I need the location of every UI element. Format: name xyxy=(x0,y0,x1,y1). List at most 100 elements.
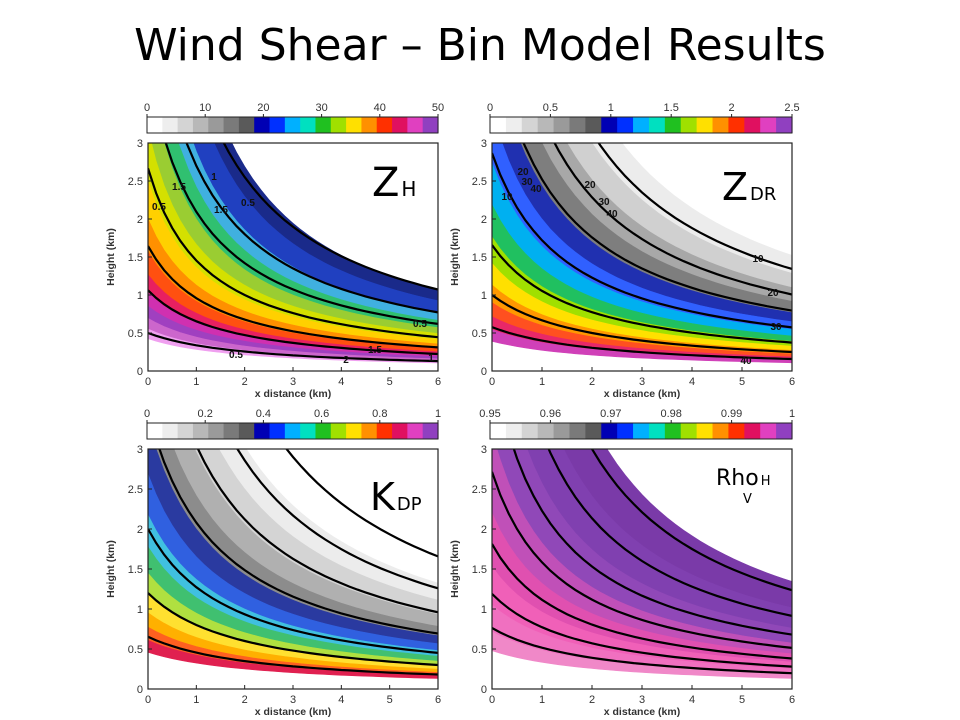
colorbar-swatch xyxy=(223,117,240,133)
colorbar-tick-label: 0 xyxy=(487,102,493,114)
colorbar-swatch xyxy=(490,423,507,439)
contour-label: 0.5 xyxy=(229,350,243,361)
x-tick-label: 5 xyxy=(387,694,393,706)
contour-line xyxy=(148,592,438,667)
field-1 xyxy=(148,143,438,371)
colorbar-swatch xyxy=(223,423,240,439)
contour-line xyxy=(164,143,438,325)
contour-label: 40 xyxy=(740,356,752,367)
colorbar-swatch xyxy=(361,423,378,439)
colorbar-swatch xyxy=(330,117,347,133)
colorbar-swatch xyxy=(617,423,634,439)
colorbar-swatch xyxy=(490,117,507,133)
y-tick-label: 3 xyxy=(137,138,143,150)
y-tick-label: 0 xyxy=(137,366,143,378)
contour-label: 40 xyxy=(606,209,618,220)
contour-line xyxy=(492,471,792,649)
colorbar-swatch xyxy=(505,117,523,133)
contour-label: 10 xyxy=(501,192,513,203)
colorbar-tick-label: 0.96 xyxy=(540,408,561,420)
contour-label: 30 xyxy=(598,197,610,208)
axes-1: 0 1 2 3 4 5 600.511.522.53x distance (km)Heigh… xyxy=(105,138,441,400)
colorbar-swatch xyxy=(776,423,793,439)
x-tick-label: 4 xyxy=(338,694,344,706)
x-tick-label: 0 xyxy=(145,694,151,706)
colorbar-swatch xyxy=(147,423,163,439)
y-tick-label: 1.5 xyxy=(128,252,143,264)
y-tick-label: 2.5 xyxy=(128,176,143,188)
panel-label-main: K xyxy=(370,475,396,519)
y-tick-label: 0.5 xyxy=(128,644,143,656)
colorbar-swatch xyxy=(208,423,225,439)
x-tick-label: 6 xyxy=(435,376,441,388)
contour-label: 0.5 xyxy=(413,319,427,330)
y-axis-label: Height (km) xyxy=(449,540,461,598)
contour-line xyxy=(148,635,438,676)
y-tick-label: 2 xyxy=(481,524,487,536)
x-tick-label: 6 xyxy=(789,376,795,388)
colorbar-tick-label: 0.2 xyxy=(198,408,213,420)
y-tick-label: 0 xyxy=(137,684,143,696)
field-3 xyxy=(148,449,438,689)
panel-label-main: Z xyxy=(722,165,748,209)
colorbar-tick-label: 0.95 xyxy=(479,408,500,420)
x-tick-label: 5 xyxy=(739,694,745,706)
colorbar-swatch xyxy=(254,423,271,439)
x-tick-label: 0 xyxy=(145,376,151,388)
colorbar-tick-label: 0 xyxy=(144,408,150,420)
contour-line xyxy=(492,593,792,668)
colorbar-swatch xyxy=(284,423,301,439)
panel-label-3: K DP xyxy=(370,475,422,519)
colorbar-swatch xyxy=(601,117,618,133)
panel-label-sub: H xyxy=(761,474,771,489)
colorbar-frame xyxy=(489,116,793,134)
colorbar-swatch xyxy=(192,423,209,439)
colorbar-tick-label: 1 xyxy=(435,408,441,420)
y-tick-label: 0.5 xyxy=(128,328,143,340)
colorbar-swatch xyxy=(696,117,714,133)
x-axis-label: x distance (km) xyxy=(255,706,331,718)
contour-line xyxy=(158,449,438,635)
y-tick-label: 3 xyxy=(137,444,143,456)
contour-line xyxy=(492,294,792,354)
slide-title: Wind Shear – Bin Model Results xyxy=(134,20,826,71)
contour-line xyxy=(148,528,438,654)
colorbar-swatch xyxy=(177,423,194,439)
contour-line xyxy=(185,143,438,314)
colorbar-swatch xyxy=(254,117,271,133)
colorbar-swatch xyxy=(330,423,347,439)
colorbar-frame xyxy=(146,116,439,134)
x-tick-label: 3 xyxy=(290,694,296,706)
colorbar-swatch xyxy=(162,117,179,133)
panel-label-sub: DP xyxy=(397,494,422,515)
colorbar-tick-label: 1 xyxy=(789,408,795,420)
y-axis-label: Height (km) xyxy=(449,228,461,286)
colorbar-swatch xyxy=(521,423,539,439)
panel-label-4: Rho H xyxy=(716,466,770,491)
contour-label: 0.5 xyxy=(152,202,166,213)
contour-line xyxy=(196,449,438,614)
contour-label: 1 xyxy=(428,353,434,364)
contour-line xyxy=(148,289,438,356)
field-band xyxy=(148,639,438,679)
colorbar-swatch xyxy=(315,117,332,133)
colorbar-frame xyxy=(489,422,793,440)
x-tick-label: 4 xyxy=(689,376,695,388)
contour-line xyxy=(148,167,438,339)
y-tick-label: 1.5 xyxy=(472,564,487,576)
colorbar-swatch xyxy=(744,423,761,439)
y-tick-label: 2.5 xyxy=(472,484,487,496)
colorbar-swatch xyxy=(664,117,682,133)
colorbar-swatch xyxy=(269,423,286,439)
contour-line xyxy=(492,627,792,675)
colorbar-tick-label: 0 xyxy=(144,102,150,114)
colorbar-swatch xyxy=(585,423,602,439)
x-tick-label: 4 xyxy=(689,694,695,706)
colorbar-tick-label: 0.6 xyxy=(314,408,329,420)
y-tick-label: 1.5 xyxy=(472,252,487,264)
colorbar-swatch xyxy=(300,117,317,133)
field-4 xyxy=(492,449,792,689)
colorbar-swatch xyxy=(569,423,586,439)
